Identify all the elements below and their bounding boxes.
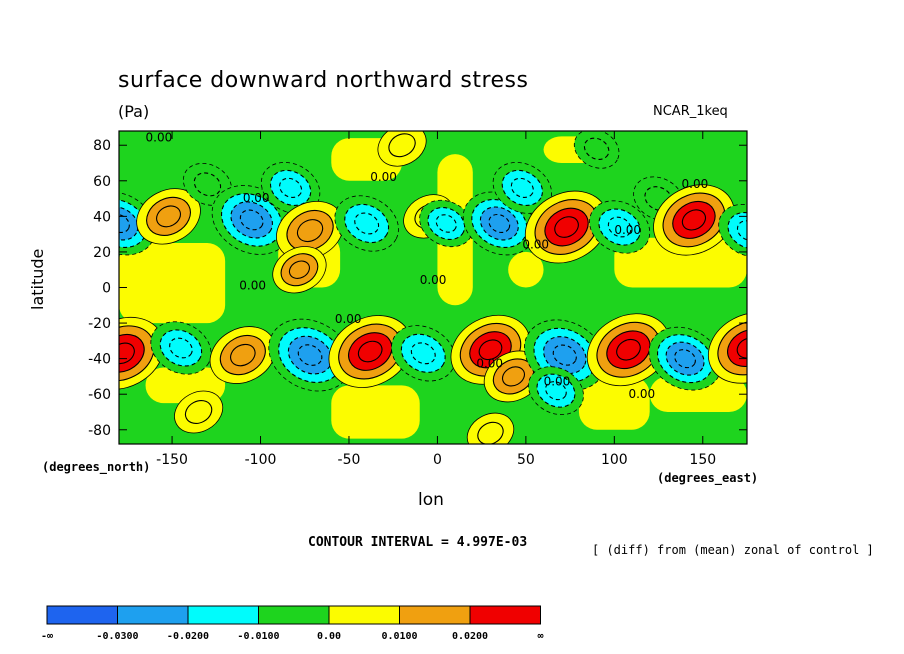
x-tick-label: -50	[338, 452, 361, 468]
anomaly-contour	[681, 209, 707, 231]
contour-label: 0.00	[370, 170, 397, 184]
x-tick-label: -150	[156, 452, 188, 468]
contour-label: 0.00	[522, 237, 549, 251]
anomaly-contour	[477, 421, 504, 444]
anomaly-contour	[478, 339, 503, 361]
colorbar-swatch	[117, 605, 189, 625]
colorbar-swatch	[399, 605, 471, 625]
anomaly-contour	[545, 381, 567, 401]
x-tick-label: 50	[517, 452, 535, 468]
y-tick-label: -20	[88, 316, 111, 332]
contour-label: 0.00	[682, 177, 709, 191]
anomaly-contour	[297, 344, 323, 366]
anomaly-contour	[410, 342, 436, 365]
anomaly-band	[508, 251, 544, 288]
anomaly-contour	[119, 342, 135, 365]
y-tick-label: 60	[93, 174, 111, 190]
colorbar-label: 0.00	[317, 631, 341, 642]
contour-interval: CONTOUR INTERVAL = 4.997E-03	[308, 535, 528, 550]
anomaly-contour	[354, 212, 380, 235]
anomaly-contour	[230, 343, 256, 367]
diff-note: [ (diff) from (mean) zonal of control ]	[592, 543, 874, 557]
colorbar-label: 0.0100	[381, 631, 417, 642]
contour-label: 0.00	[146, 131, 173, 145]
anomaly-contour	[435, 214, 457, 233]
colorbar-label: ∞	[537, 631, 543, 642]
anomaly-contour	[184, 400, 213, 424]
colorbar-swatch	[469, 605, 541, 625]
anomaly-contour	[296, 219, 324, 243]
anomaly-contour	[727, 212, 747, 250]
anomaly-contour	[674, 349, 696, 369]
contour-label: 0.00	[243, 191, 270, 205]
anomaly-contour	[501, 366, 526, 387]
anomaly-contour	[193, 172, 222, 197]
model-label: NCAR_1keq	[653, 104, 728, 119]
x-axis-units: (degrees_east)	[657, 471, 759, 485]
colorbar-label: -0.0300	[96, 631, 138, 642]
anomaly-contour	[169, 337, 193, 359]
x-tick-label: -100	[245, 452, 277, 468]
anomaly-contour	[119, 206, 139, 241]
colorbar-label: 0.0200	[452, 631, 488, 642]
colorbar-label: -∞	[41, 631, 53, 642]
x-tick-label: 100	[601, 452, 628, 468]
colorbar-swatch	[46, 605, 118, 625]
anomaly-contour	[488, 213, 511, 234]
anomaly-contour	[583, 137, 610, 160]
chart-title: surface downward northward stress	[118, 68, 529, 93]
anomaly-contour	[736, 337, 747, 359]
x-axis-label: lon	[418, 490, 444, 510]
anomaly-band	[578, 376, 650, 430]
anomaly-contour	[239, 209, 264, 231]
colorbar-swatch	[258, 605, 330, 625]
y-axis-units: (degrees_north)	[42, 460, 151, 474]
contour-label: 0.00	[544, 374, 571, 388]
anomaly-contour	[736, 220, 747, 241]
anomaly-contour	[288, 260, 310, 279]
contour-label: 0.00	[628, 387, 655, 401]
anomaly-band	[119, 243, 226, 324]
contour-label: 0.00	[614, 223, 641, 237]
map-field: 0.00 0.00 0.00 0.00 0.00 0.00 0.00 0.00 0.00 0.00…	[119, 131, 747, 444]
colorbar-swatch	[187, 605, 259, 625]
y-tick-label: 20	[93, 245, 111, 261]
colorbar-label: -0.0100	[237, 631, 279, 642]
contour-label: 0.00	[420, 273, 447, 287]
anomaly-contour	[616, 338, 641, 361]
colorbar: -∞ -0.0300 -0.0200 -0.0100 0.00 0.0100 0.0200 ∞	[41, 605, 544, 642]
anomaly-contour	[607, 216, 632, 238]
anomaly-contour	[388, 133, 416, 158]
y-tick-label: -60	[88, 387, 111, 403]
x-tick-label: 150	[689, 452, 716, 468]
colorbar-label: -0.0200	[167, 631, 209, 642]
anomaly-contour	[552, 344, 577, 366]
colorbar-swatch	[328, 605, 400, 625]
anomaly-contour	[279, 177, 303, 199]
anomaly-contour	[510, 177, 534, 199]
contour-label: 0.00	[335, 312, 362, 326]
chart-units: (Pa)	[118, 102, 150, 121]
anomaly-band	[331, 385, 420, 439]
anomaly-band	[614, 237, 747, 288]
x-tick-label: 0	[433, 452, 442, 468]
anomaly-contour	[727, 328, 747, 367]
y-tick-label: 80	[93, 138, 111, 154]
y-tick-label: 0	[102, 281, 111, 297]
anomaly-contour	[156, 205, 182, 228]
contour-label: 0.00	[476, 357, 503, 371]
y-tick-label: -40	[88, 352, 111, 368]
y-tick-label: -80	[88, 423, 111, 439]
anomaly-contour	[554, 216, 579, 238]
anomaly-contour	[357, 340, 383, 363]
contour-label: 0.00	[239, 278, 266, 292]
y-tick-label: 40	[93, 209, 111, 225]
